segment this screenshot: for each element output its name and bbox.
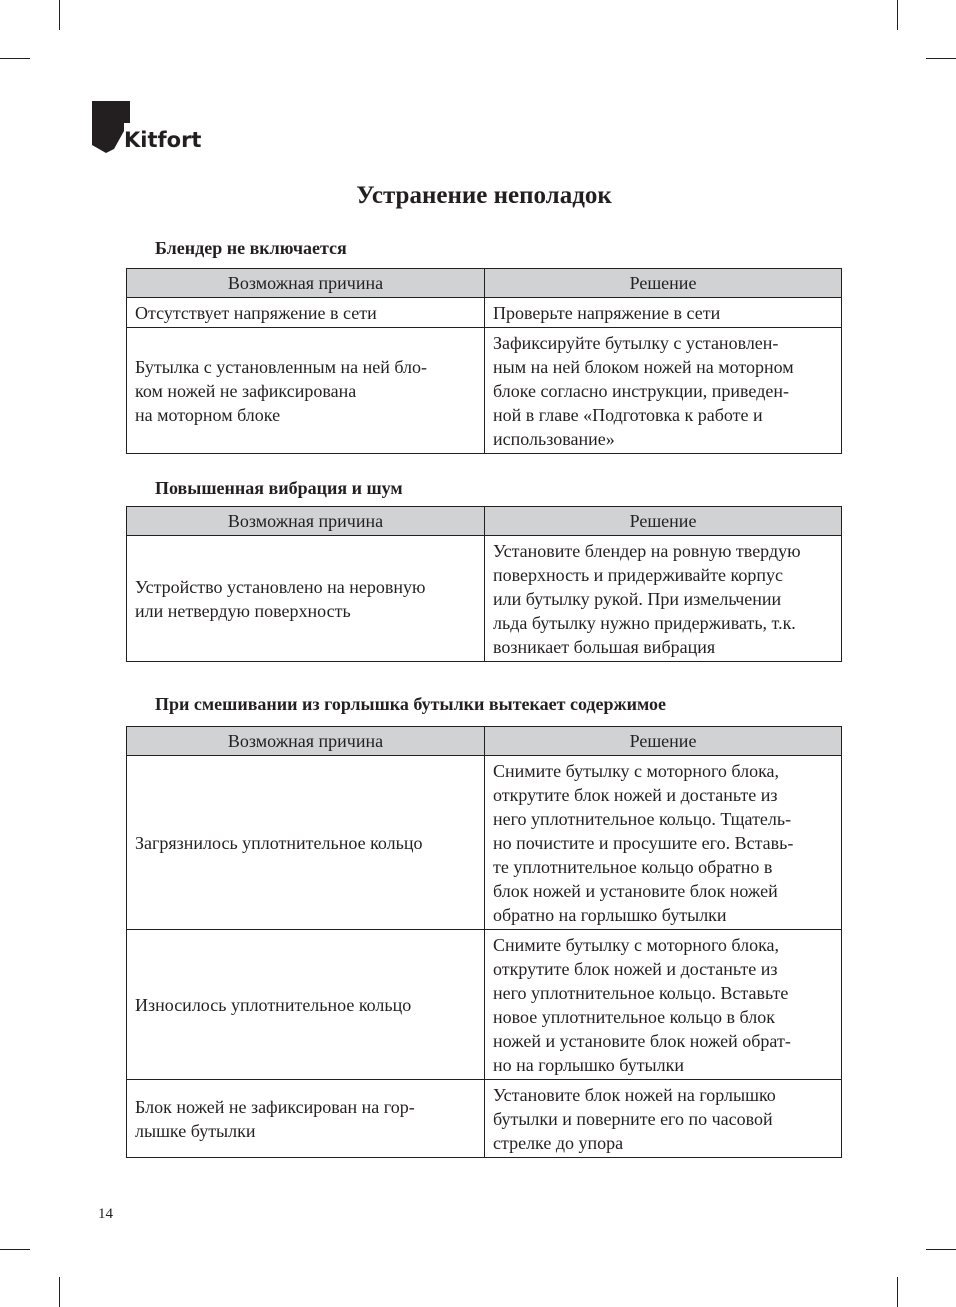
cell-solution: Установите блок ножей на горлышко бутылки… — [484, 1079, 842, 1158]
text-line: блоке согласно инструкции, приведен- — [493, 380, 789, 401]
cell-solution: Проверьте напряжение в сети — [484, 297, 842, 328]
text-line: Снимите бутылку с моторного блока, — [493, 934, 780, 955]
page-number: 14 — [98, 1206, 113, 1222]
text-line: Установите блендер на ровную твердую — [493, 540, 801, 561]
text-line: но на горлышко бутылки — [493, 1054, 685, 1075]
header-solution: Решение — [484, 506, 842, 536]
crop-mark — [897, 0, 898, 30]
header-cause: Возможная причина — [126, 506, 485, 536]
table-header: Возможная причина Решение — [126, 726, 842, 756]
table-row: Блок ножей не зафиксирован на гор-лышке … — [126, 1079, 842, 1158]
crop-mark — [0, 58, 30, 59]
text-line: те уплотнительное кольцо обратно в — [493, 856, 773, 877]
table-row: Износилось уплотнительное кольцо Снимите … — [126, 929, 842, 1080]
text-line: ной в главе «Подготовка к работе и — [493, 404, 763, 425]
table-row: Загрязнилось уплотнительное кольцо Снимит… — [126, 755, 842, 930]
crop-mark — [59, 1277, 60, 1307]
cell-solution: Снимите бутылку с моторного блока, открут… — [484, 755, 842, 930]
text-line: Проверьте напряжение в сети — [493, 302, 721, 323]
text-line: Загрязнилось уплотнительное кольцо — [135, 832, 423, 853]
text-line: или бутылку рукой. При измельчении — [493, 588, 782, 609]
text-line: ным на ней блоком ножей на моторном — [493, 356, 794, 377]
text-line: льда бутылку нужно придерживать, т.к. — [493, 612, 796, 633]
table-row: Бутылка с установленным на ней бло-ком н… — [126, 327, 842, 454]
text-line: лышке бутылки — [135, 1120, 256, 1141]
text-line: бутылки и поверните его по часовой — [493, 1108, 773, 1129]
text-line: на моторном блоке — [135, 404, 281, 425]
section-heading: Блендер не включается — [155, 238, 347, 258]
crop-mark — [926, 1249, 956, 1250]
text-line: открутите блок ножей и достаньте из — [493, 958, 778, 979]
text-line: блок ножей и установите блок ножей — [493, 880, 778, 901]
header-cause: Возможная причина — [126, 726, 485, 756]
header-solution: Решение — [484, 726, 842, 756]
crop-mark — [926, 58, 956, 59]
header-solution: Решение — [484, 268, 842, 298]
page-title: Устранение неполадок — [356, 182, 612, 209]
troubleshooting-table: Возможная причина Решение Устройство устан… — [126, 506, 842, 662]
section-heading: Повышенная вибрация и шум — [155, 478, 403, 498]
text-line: Износилось уплотнительное кольцо — [135, 994, 412, 1015]
text-line: но почистите и просушите его. Вставь- — [493, 832, 794, 853]
text-line: ножей и установите блок ножей обрат- — [493, 1030, 791, 1051]
text-line: Устройство установлено на неровную — [135, 576, 426, 597]
table-header: Возможная причина Решение — [126, 268, 842, 298]
kitfort-logo-icon — [92, 101, 130, 153]
text-line: стрелке до упора — [493, 1132, 624, 1153]
cell-solution: Снимите бутылку с моторного блока, открут… — [484, 929, 842, 1080]
cell-cause: Бутылка с установленным на ней бло-ком н… — [126, 327, 485, 454]
text-line: Блок ножей не зафиксирован на гор- — [135, 1096, 415, 1117]
table-row: Устройство установлено на неровную или не… — [126, 535, 842, 662]
text-line: или нетвердую поверхность — [135, 600, 351, 621]
cell-cause: Износилось уплотнительное кольцо — [126, 929, 485, 1080]
text-line: обратно на горлышко бутылки — [493, 904, 727, 925]
crop-mark — [897, 1277, 898, 1307]
text-line: Зафиксируйте бутылку с установлен- — [493, 332, 779, 353]
text-line: Отсутствует напряжение в сети — [135, 302, 377, 323]
text-line: открутите блок ножей и достаньте из — [493, 784, 778, 805]
cell-solution: Установите блендер на ровную твердую пове… — [484, 535, 842, 662]
text-line: поверхность и придерживайте корпус — [493, 564, 783, 585]
section-heading: При смешивании из горлышка бутылки вытек… — [155, 694, 666, 714]
text-line: Бутылка с установленным на ней бло- — [135, 356, 428, 377]
cell-cause: Загрязнилось уплотнительное кольцо — [126, 755, 485, 930]
cell-solution: Зафиксируйте бутылку с установлен-ным на… — [484, 327, 842, 454]
crop-mark — [59, 0, 60, 30]
text-line: возникает большая вибрация — [493, 636, 716, 657]
text-line: ком ножей не зафиксирована — [135, 380, 357, 401]
text-line: использование» — [493, 428, 615, 449]
table-header: Возможная причина Решение — [126, 506, 842, 536]
text-line: Установите блок ножей на горлышко — [493, 1084, 776, 1105]
text-line: него уплотнительное кольцо. Тщатель- — [493, 808, 792, 829]
cell-cause: Блок ножей не зафиксирован на гор-лышке … — [126, 1079, 485, 1158]
brand-name: Kitfort — [124, 128, 202, 152]
troubleshooting-table: Возможная причина Решение Загрязнилось упл… — [126, 726, 842, 1158]
text-line: новое уплотнительное кольцо в блок — [493, 1006, 775, 1027]
troubleshooting-table: Возможная причина Решение Отсутствует напр… — [126, 268, 842, 454]
table-row: Отсутствует напряжение в сети Проверьте н… — [126, 297, 842, 328]
header-cause: Возможная причина — [126, 268, 485, 298]
text-line: него уплотнительное кольцо. Вставьте — [493, 982, 789, 1003]
cell-cause: Отсутствует напряжение в сети — [126, 297, 485, 328]
text-line: Снимите бутылку с моторного блока, — [493, 760, 780, 781]
crop-mark — [0, 1249, 30, 1250]
cell-cause: Устройство установлено на неровную или не… — [126, 535, 485, 662]
